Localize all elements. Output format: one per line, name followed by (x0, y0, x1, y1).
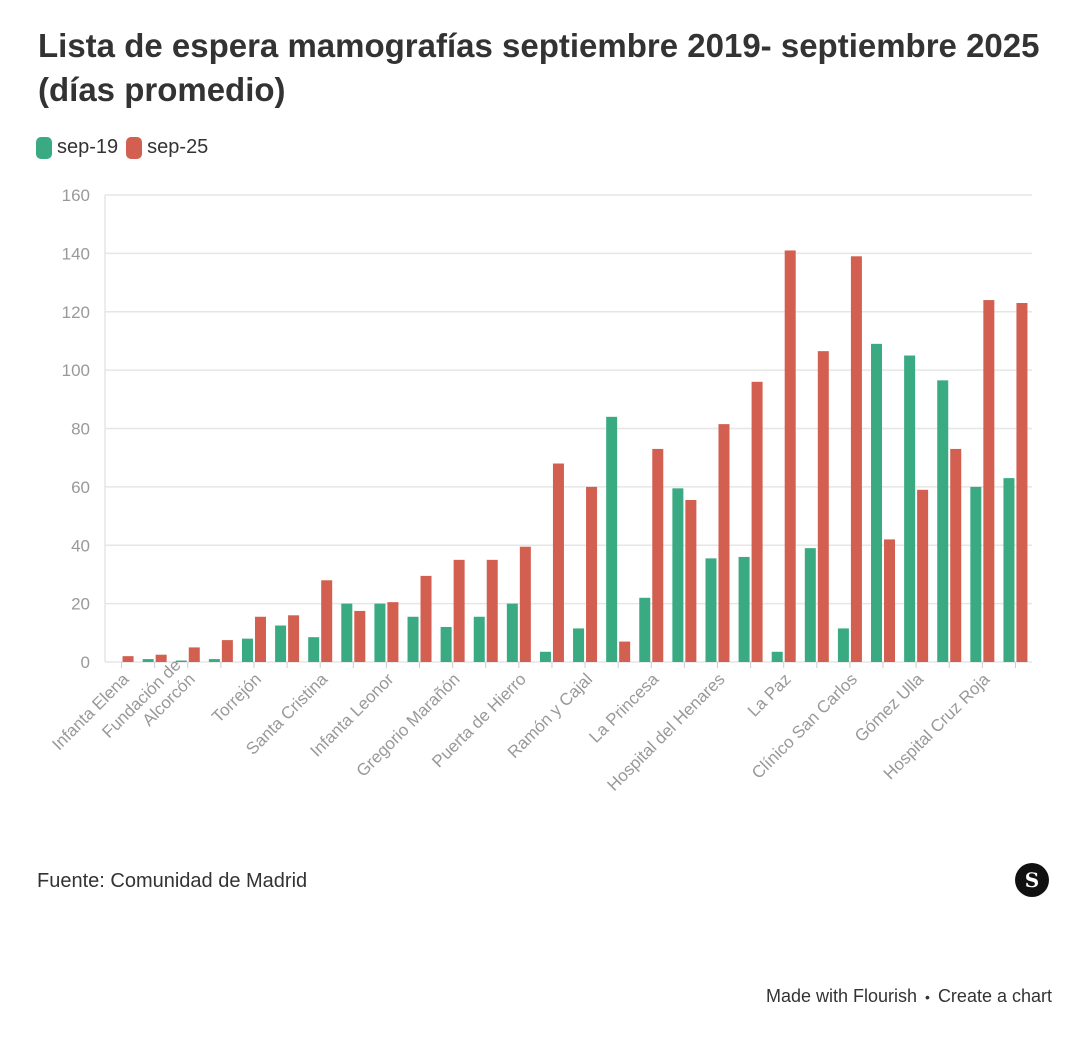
bar-sep-25-1[interactable] (155, 654, 167, 662)
legend-label-sep-25: sep-25 (147, 136, 209, 158)
bar-sep-19-16[interactable] (639, 597, 651, 662)
bar-sep-19-17[interactable] (672, 488, 684, 662)
bar-sep-25-4[interactable] (254, 616, 266, 662)
bar-sep-25-8[interactable] (387, 602, 399, 662)
bar-sep-25-17[interactable] (685, 500, 697, 662)
bar-sep-25-20[interactable] (784, 250, 796, 663)
bar-sep-25-6[interactable] (321, 580, 333, 662)
bar-sep-19-25[interactable] (937, 380, 949, 662)
chart-title: Lista de espera mamografías septiembre 2… (38, 27, 1040, 108)
bar-sep-25-15[interactable] (619, 641, 631, 662)
legend-swatch-sep-19 (36, 136, 52, 159)
legend-swatch-sep-25 (126, 136, 143, 159)
bar-sep-19-15[interactable] (606, 416, 618, 662)
bar-sep-25-11[interactable] (486, 559, 498, 662)
bar-sep-25-9[interactable] (420, 575, 432, 662)
bar-sep-19-22[interactable] (837, 628, 849, 662)
bar-sep-19-11[interactable] (473, 616, 485, 662)
bar-sep-19-3[interactable] (208, 659, 220, 662)
bar-sep-25-22[interactable] (850, 256, 862, 662)
bar-sep-19-14[interactable] (573, 628, 585, 662)
bar-sep-25-3[interactable] (221, 640, 233, 662)
y-tick-label: 60 (71, 478, 90, 497)
legend-label-sep-19: sep-19 (57, 136, 119, 158)
bar-sep-19-10[interactable] (440, 626, 452, 662)
bar-sep-25-18[interactable] (718, 424, 730, 662)
source-note: Fuente: Comunidad de Madrid (37, 870, 308, 892)
legend: sep-19 sep-25 (36, 136, 210, 159)
y-tick-label: 100 (62, 361, 90, 380)
made-with-flourish-link[interactable]: Made with Flourish (765, 986, 918, 1006)
y-tick-label: 160 (62, 186, 90, 205)
bar-sep-19-19[interactable] (738, 556, 750, 662)
bar-sep-25-21[interactable] (817, 351, 829, 662)
bar-sep-19-6[interactable] (308, 637, 320, 662)
bar-sep-25-23[interactable] (884, 539, 896, 662)
y-tick-label: 80 (71, 420, 90, 439)
bar-sep-25-27[interactable] (1016, 302, 1028, 662)
bar-sep-19-4[interactable] (241, 638, 253, 662)
x-tick-label: Hospital del Henares (604, 670, 729, 795)
bar-sep-25-0[interactable] (122, 656, 134, 662)
y-tick-label: 120 (62, 303, 90, 322)
x-tick-label: Torrejón (208, 670, 265, 727)
bar-sep-25-14[interactable] (586, 486, 598, 662)
y-tick-label: 0 (81, 653, 90, 672)
y-tick-label: 140 (62, 244, 90, 263)
bar-sep-19-18[interactable] (705, 558, 717, 662)
bar-sep-19-12[interactable] (506, 603, 518, 662)
bar-sep-19-5[interactable] (275, 625, 287, 662)
bar-sep-19-9[interactable] (407, 616, 419, 662)
bar-sep-19-23[interactable] (871, 343, 883, 662)
footer: Made with Flourish • Create a chart (766, 986, 1052, 1007)
bar-sep-25-7[interactable] (354, 610, 366, 662)
legend-item-sep-25[interactable]: sep-25 (126, 136, 208, 159)
y-tick-label: 40 (71, 536, 90, 555)
publisher-logo-icon[interactable]: S (1015, 863, 1049, 897)
bar-sep-19-7[interactable] (341, 603, 353, 662)
bar-sep-25-13[interactable] (552, 463, 564, 662)
bar-sep-25-26[interactable] (983, 300, 995, 662)
bar-sep-19-1[interactable] (142, 659, 154, 662)
bar-sep-19-21[interactable] (804, 548, 816, 662)
footer-separator: • (925, 988, 930, 1005)
create-chart-link[interactable]: Create a chart (937, 986, 1052, 1006)
x-tick-label: La Paz (744, 670, 795, 721)
bar-sep-25-25[interactable] (950, 448, 962, 662)
bar-sep-19-27[interactable] (1003, 478, 1015, 662)
legend-item-sep-19[interactable]: sep-19 (36, 136, 118, 159)
bar-sep-19-8[interactable] (374, 603, 386, 662)
bar-sep-25-16[interactable] (652, 448, 664, 662)
bar-sep-25-5[interactable] (288, 615, 300, 662)
x-tick-label: Fundación deAlcorcón (98, 655, 198, 755)
bar-sep-19-20[interactable] (771, 651, 783, 662)
bar-sep-19-2[interactable] (175, 660, 187, 662)
bar-sep-25-12[interactable] (519, 546, 531, 662)
bar-sep-19-13[interactable] (539, 651, 551, 662)
bar-sep-25-10[interactable] (453, 559, 465, 662)
bar-sep-19-24[interactable] (904, 355, 916, 662)
bar-sep-25-24[interactable] (917, 489, 929, 662)
bar-sep-25-19[interactable] (751, 381, 763, 662)
y-tick-label: 20 (71, 595, 90, 614)
bar-sep-19-26[interactable] (970, 486, 982, 662)
bar-sep-25-2[interactable] (188, 647, 200, 662)
